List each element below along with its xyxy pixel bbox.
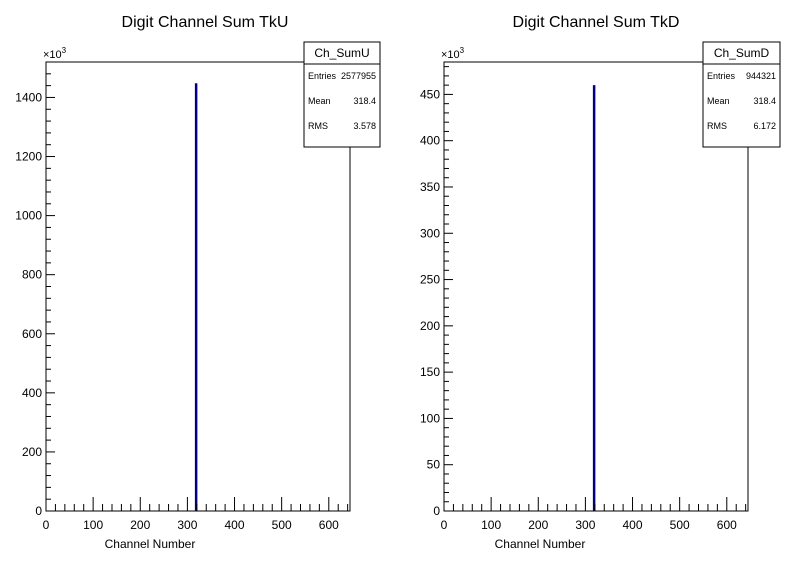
stats-row-value: 2577955: [341, 71, 376, 81]
histogram-bar: [592, 85, 596, 511]
x-tick-label: 600: [319, 518, 339, 532]
y-tick-label: 1000: [15, 209, 42, 223]
stats-row-label: RMS: [308, 121, 328, 131]
histogram-bar: [194, 83, 198, 511]
y-tick-label: 600: [22, 327, 42, 341]
y-tick-label: 400: [420, 134, 440, 148]
y-tick-label: 1400: [15, 90, 42, 104]
x-tick-label: 200: [130, 518, 150, 532]
y-tick-label: 0: [35, 504, 42, 518]
y-tick-label: 150: [420, 365, 440, 379]
stats-row-label: Mean: [707, 96, 730, 106]
x-tick-label: 200: [528, 518, 548, 532]
y-tick-label: 300: [420, 226, 440, 240]
y-tick-label: 400: [22, 386, 42, 400]
plot-frame: [443, 61, 749, 512]
stats-row-label: Mean: [308, 96, 331, 106]
y-exponent-label: ×103: [441, 46, 465, 61]
stats-box-frame: [702, 41, 781, 148]
x-axis-label: Channel Number: [495, 537, 586, 551]
stats-row-value: 318.4: [353, 96, 376, 106]
stats-box: Ch_SumU Entries 2577955 Mean 318.4 RMS 3.578: [303, 41, 381, 148]
x-tick-label: 400: [623, 518, 643, 532]
chart-title: Digit Channel Sum TkD: [513, 14, 680, 31]
x-tick-label: 100: [481, 518, 501, 532]
x-tick-label: 600: [717, 518, 737, 532]
x-tick-label: 0: [441, 518, 448, 532]
x-tick-label: 300: [177, 518, 197, 532]
stats-row-value: 3.578: [353, 121, 376, 131]
y-exponent-label: ×103: [43, 46, 67, 61]
y-tick-label: 100: [420, 411, 440, 425]
y-tick-label: 0: [433, 504, 440, 518]
y-tick-label: 450: [420, 87, 440, 101]
x-tick-label: 0: [43, 518, 50, 532]
stats-box-frame: [303, 41, 381, 148]
chart-title: Digit Channel Sum TkU: [122, 14, 289, 31]
x-tick-label: 300: [575, 518, 595, 532]
x-tick-label: 100: [83, 518, 103, 532]
histogram-panel-1: Digit Channel Sum TkU 0 100 200 300 400 500 600…: [15, 14, 381, 551]
stats-histogram-name: Ch_SumD: [714, 46, 770, 60]
x-tick-label: 500: [272, 518, 292, 532]
y-tick-label: 350: [420, 180, 440, 194]
stats-row-label: RMS: [707, 121, 727, 131]
y-tick-label: 800: [22, 268, 42, 282]
stats-row-value: 944321: [746, 71, 776, 81]
y-tick-label: 250: [420, 273, 440, 287]
y-tick-label: 50: [427, 458, 441, 472]
x-tick-label: 400: [225, 518, 245, 532]
stats-histogram-name: Ch_SumU: [314, 46, 369, 60]
y-tick-label: 200: [420, 319, 440, 333]
x-axis-label: Channel Number: [105, 537, 196, 551]
stats-row-value: 318.4: [753, 96, 776, 106]
stats-row-label: Entries: [308, 71, 337, 81]
stats-box: Ch_SumD Entries 944321 Mean 318.4 RMS 6.172: [702, 41, 781, 148]
x-tick-label: 500: [670, 518, 690, 532]
stats-row-label: Entries: [707, 71, 736, 81]
y-tick-label: 1200: [15, 150, 42, 164]
y-tick-label: 200: [22, 445, 42, 459]
stats-row-value: 6.172: [753, 121, 776, 131]
